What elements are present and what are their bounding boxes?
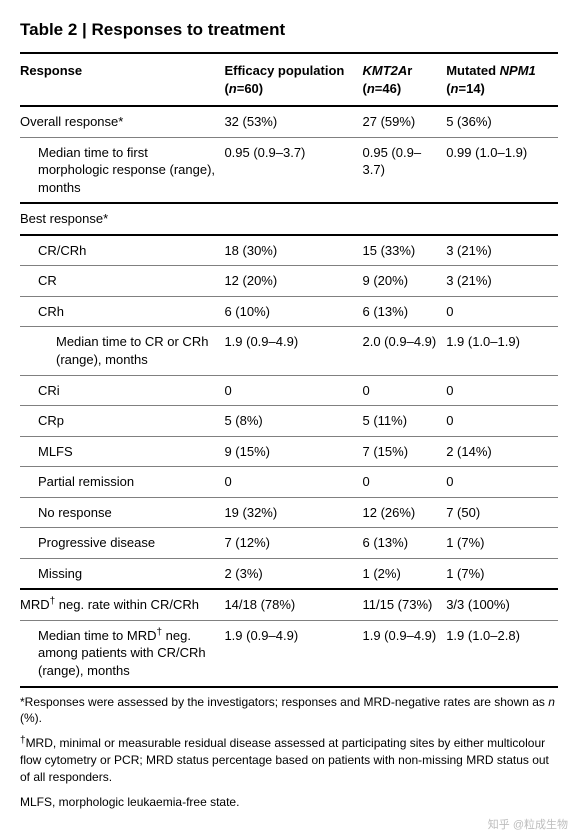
- table-footnotes: *Responses were assessed by the investig…: [20, 694, 558, 811]
- table-row: MRD† neg. rate within CR/CRh14/18 (78%)1…: [20, 589, 558, 620]
- table-cell: 0: [446, 296, 558, 327]
- table-cell: CRh: [20, 296, 224, 327]
- table-cell: 3 (21%): [446, 266, 558, 297]
- table-cell: 14/18 (78%): [224, 589, 362, 620]
- table-cell: 15 (33%): [363, 235, 447, 266]
- table-cell: MLFS: [20, 436, 224, 467]
- table-cell: 19 (32%): [224, 497, 362, 528]
- column-header: Response: [20, 54, 224, 106]
- table-cell: 1 (7%): [446, 558, 558, 589]
- table-cell: CRp: [20, 406, 224, 437]
- table-row: Median time to first morphologic respons…: [20, 137, 558, 203]
- table-cell: 0: [224, 375, 362, 406]
- table-cell: 5 (11%): [363, 406, 447, 437]
- column-header: KMT2Ar (n=46): [363, 54, 447, 106]
- table-cell: 7 (12%): [224, 528, 362, 559]
- table-cell: 18 (30%): [224, 235, 362, 266]
- table-cell: 11/15 (73%): [363, 589, 447, 620]
- table-cell: No response: [20, 497, 224, 528]
- table-cell: 1.9 (1.0–2.8): [446, 620, 558, 686]
- table-row: Median time to CR or CRh (range), months…: [20, 327, 558, 375]
- table-row: CR12 (20%)9 (20%)3 (21%): [20, 266, 558, 297]
- table-cell: 7 (50): [446, 497, 558, 528]
- table-row: CR/CRh18 (30%)15 (33%)3 (21%): [20, 235, 558, 266]
- table-row: Overall response*32 (53%)27 (59%)5 (36%): [20, 106, 558, 137]
- table-cell: 6 (10%): [224, 296, 362, 327]
- table-cell: [224, 203, 362, 235]
- table-cell: 5 (36%): [446, 106, 558, 137]
- table-row: MLFS9 (15%)7 (15%)2 (14%): [20, 436, 558, 467]
- table-cell: 5 (8%): [224, 406, 362, 437]
- table-cell: 3 (21%): [446, 235, 558, 266]
- table-body: Overall response*32 (53%)27 (59%)5 (36%)…: [20, 106, 558, 686]
- footnote: *Responses were assessed by the investig…: [20, 694, 558, 728]
- footnote: MLFS, morphologic leukaemia-free state.: [20, 794, 558, 811]
- column-header: Efficacy population (n=60): [224, 54, 362, 106]
- table-cell: 27 (59%): [363, 106, 447, 137]
- table-row: CRi000: [20, 375, 558, 406]
- table-cell: [446, 203, 558, 235]
- table-row: Progressive disease7 (12%)6 (13%)1 (7%): [20, 528, 558, 559]
- table-cell: 12 (26%): [363, 497, 447, 528]
- table-cell: 6 (13%): [363, 528, 447, 559]
- table-cell: 0: [446, 375, 558, 406]
- table-cell: Partial remission: [20, 467, 224, 498]
- table-cell: [363, 203, 447, 235]
- table-row: CRh6 (10%)6 (13%)0: [20, 296, 558, 327]
- table-cell: Overall response*: [20, 106, 224, 137]
- table-cell: CR/CRh: [20, 235, 224, 266]
- table-cell: 0.95 (0.9–3.7): [363, 137, 447, 203]
- table-cell: 1 (7%): [446, 528, 558, 559]
- table-cell: 32 (53%): [224, 106, 362, 137]
- column-header: Mutated NPM1 (n=14): [446, 54, 558, 106]
- table-cell: 2 (14%): [446, 436, 558, 467]
- table-cell: Missing: [20, 558, 224, 589]
- table-cell: 0.95 (0.9–3.7): [224, 137, 362, 203]
- table-cell: 1.9 (0.9–4.9): [224, 620, 362, 686]
- table-row: No response19 (32%)12 (26%)7 (50): [20, 497, 558, 528]
- watermark: 知乎 @粒成生物: [488, 816, 568, 832]
- table-cell: 6 (13%): [363, 296, 447, 327]
- responses-table: ResponseEfficacy population (n=60)KMT2Ar…: [20, 54, 558, 688]
- table-cell: 9 (20%): [363, 266, 447, 297]
- table-cell: 3/3 (100%): [446, 589, 558, 620]
- table-cell: CRi: [20, 375, 224, 406]
- table-cell: 0: [446, 467, 558, 498]
- table-cell: 0: [224, 467, 362, 498]
- table-cell: CR: [20, 266, 224, 297]
- table-row: Best response*: [20, 203, 558, 235]
- table-cell: 9 (15%): [224, 436, 362, 467]
- table-cell: 1.9 (0.9–4.9): [363, 620, 447, 686]
- table-row: Median time to MRD† neg. among patients …: [20, 620, 558, 686]
- table-cell: 0: [363, 467, 447, 498]
- table-row: Missing2 (3%)1 (2%)1 (7%): [20, 558, 558, 589]
- table-cell: Median time to MRD† neg. among patients …: [20, 620, 224, 686]
- table-cell: 0: [446, 406, 558, 437]
- table-cell: 0.99 (1.0–1.9): [446, 137, 558, 203]
- table-cell: 1.9 (0.9–4.9): [224, 327, 362, 375]
- table-cell: 1.9 (1.0–1.9): [446, 327, 558, 375]
- table-cell: Median time to first morphologic respons…: [20, 137, 224, 203]
- table-cell: MRD† neg. rate within CR/CRh: [20, 589, 224, 620]
- table-cell: Median time to CR or CRh (range), months: [20, 327, 224, 375]
- table-cell: 7 (15%): [363, 436, 447, 467]
- table-cell: 2.0 (0.9–4.9): [363, 327, 447, 375]
- table-cell: Best response*: [20, 203, 224, 235]
- table-header-row: ResponseEfficacy population (n=60)KMT2Ar…: [20, 54, 558, 106]
- table-cell: 1 (2%): [363, 558, 447, 589]
- table-cell: Progressive disease: [20, 528, 224, 559]
- table-cell: 2 (3%): [224, 558, 362, 589]
- table-row: Partial remission000: [20, 467, 558, 498]
- table-title: Table 2 | Responses to treatment: [20, 20, 558, 54]
- table-row: CRp5 (8%)5 (11%)0: [20, 406, 558, 437]
- footnote: †MRD, minimal or measurable residual dis…: [20, 735, 558, 785]
- table-cell: 0: [363, 375, 447, 406]
- table-cell: 12 (20%): [224, 266, 362, 297]
